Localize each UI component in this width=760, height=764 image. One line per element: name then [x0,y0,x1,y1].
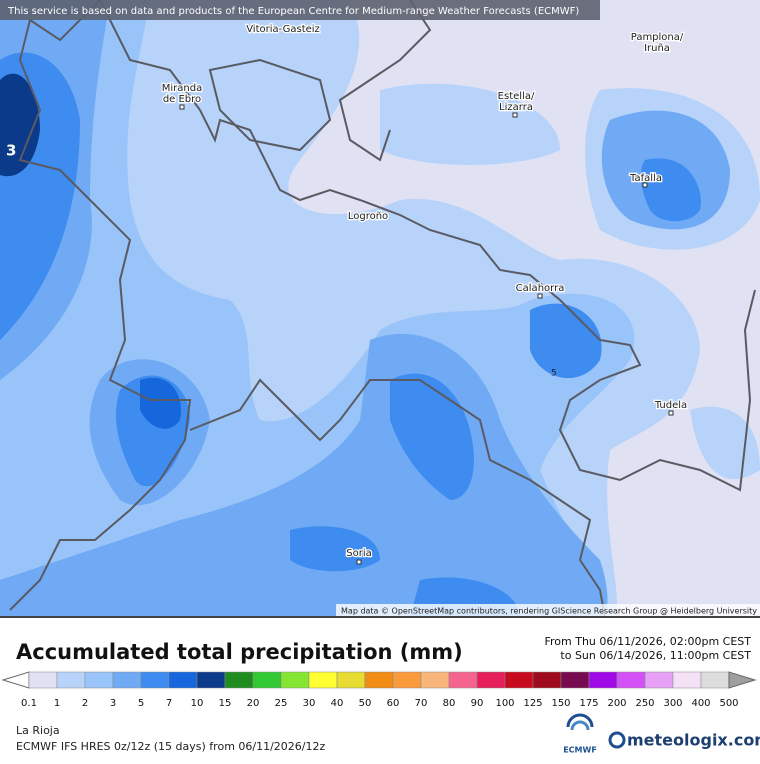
legend-tick-label: 5 [138,698,144,709]
period-to: to Sun 06/14/2026, 11:00pm CEST [560,649,751,662]
borders [9,0,756,618]
legend-tick-label: 60 [387,698,400,709]
legend-tick-label: 70 [415,698,428,709]
legend-tick-label: 0.1 [21,698,37,709]
legend-swatch [168,671,198,689]
legend-swatch [336,671,366,689]
place-dots [179,104,674,565]
brand-icon [608,731,626,749]
legend-swatch [616,671,646,689]
legend-tick-label: 100 [495,698,514,709]
place-label: Pamplona/ [631,32,684,43]
legend-tick-label: 3 [110,698,116,709]
legend-tick-label: 80 [443,698,456,709]
legend-swatch [672,671,702,689]
place-label: Vitoria-Gasteiz [246,24,320,35]
legend-swatch [504,671,534,689]
legend-swatch [700,671,730,689]
legend-tick-label: 30 [303,698,316,709]
legend-tick-label: 1 [54,698,60,709]
legend: 0.1 1 2 3 5 7 10 15 20 25 30 40 50 60 70 80 90 100 125 150 1… [1,671,757,709]
contour-label: 3 [6,142,16,160]
legend-swatch [644,671,674,689]
legend-tick-label: 500 [719,698,738,709]
legend-tick-label: 300 [663,698,682,709]
place-label: Tafalla [629,173,662,184]
place-label: de Ebro [163,94,201,105]
region: La Rioja [16,724,60,737]
notice: This service is based on data and produc… [7,6,579,17]
place-label: Estella/ [498,91,535,102]
legend-swatch [84,671,114,689]
legend-swatch [420,671,450,689]
legend-tick-label: 10 [191,698,204,709]
legend-tick-label: 125 [523,698,542,709]
legend-swatch [560,671,590,689]
legend-over [728,671,757,689]
place-label: Lizarra [499,102,533,113]
legend-swatch [448,671,478,689]
legend-title: Accumulated total precipitation (mm) [16,640,463,664]
ecmwf-logo: ECMWF [563,713,597,755]
legend-swatch [112,671,142,689]
place-label: Calahorra [516,283,565,294]
legend-swatch [364,671,394,689]
legend-swatch [140,671,170,689]
legend-tick-label: 7 [166,698,172,709]
legend-tick-label: 50 [359,698,372,709]
legend-swatch [196,671,226,689]
legend-tick-label: 200 [607,698,626,709]
legend-tick-label: 175 [579,698,598,709]
model-info: ECMWF IFS HRES 0z/12z (15 days) from 06/… [16,740,326,753]
period-from: From Thu 06/11/2026, 02:00pm CEST [544,635,751,648]
legend-tick-label: 25 [275,698,288,709]
legend-tick-label: 40 [331,698,344,709]
legend-swatch [308,671,338,689]
legend-tick-label: 90 [471,698,484,709]
legend-tick-label: 2 [82,698,88,709]
place-label: Soria [346,548,371,559]
legend-tick-label: 20 [247,698,260,709]
legend-swatch [476,671,506,689]
place-label: Miranda [162,83,202,94]
legend-swatch [28,671,58,689]
place-label: Iruña [644,43,670,54]
brand: meteologix.com [627,731,760,750]
notice-bar [0,0,600,20]
place-label: Logroño [348,211,388,222]
legend-tick-label: 15 [219,698,232,709]
legend-swatch [56,671,86,689]
ecmwf-text: ECMWF [563,746,597,755]
legend-tick-label: 400 [691,698,710,709]
attribution: Map data © OpenStreetMap contributors, r… [341,607,757,616]
legend-swatch [532,671,562,689]
legend-tick-label: 250 [635,698,654,709]
contour-label: 5 [551,369,557,379]
attribution-bg [336,604,760,617]
legend-swatch [392,671,422,689]
legend-swatch [224,671,254,689]
legend-under [1,671,30,689]
legend-swatch [588,671,618,689]
place-label: Tudela [654,400,687,411]
legend-swatch [252,671,282,689]
legend-tick-label: 150 [551,698,570,709]
legend-swatch [280,671,310,689]
